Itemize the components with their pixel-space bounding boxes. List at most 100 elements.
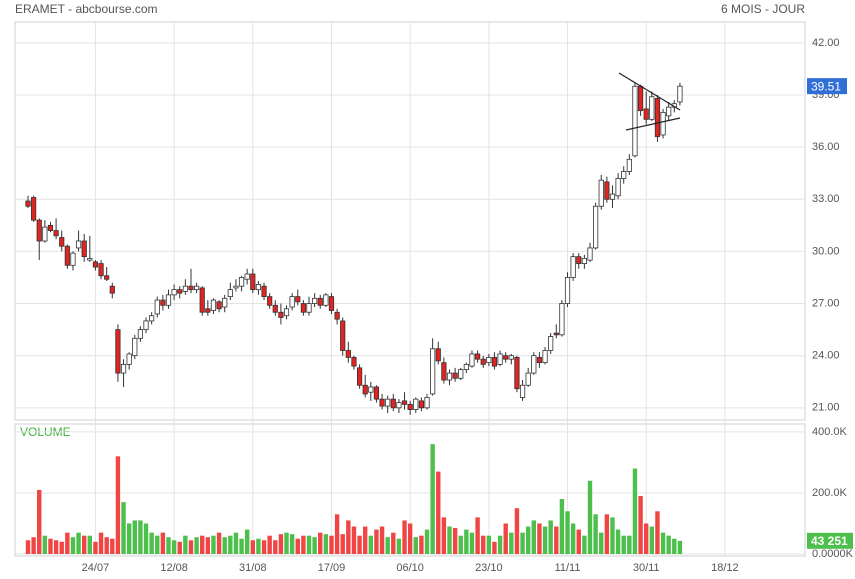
candle-body xyxy=(604,181,610,200)
volume-bar xyxy=(419,535,424,554)
volume-bar xyxy=(76,532,81,554)
x-tick-label: 24/07 xyxy=(82,562,110,574)
triangle-line xyxy=(625,117,681,131)
candle-body xyxy=(126,353,132,365)
candle-body xyxy=(53,230,59,237)
volume-bar xyxy=(222,537,227,554)
volume-bar xyxy=(228,535,233,554)
volume-bar xyxy=(121,502,126,554)
volume-bar xyxy=(379,526,385,554)
volume-bar xyxy=(273,540,278,554)
volume-bar xyxy=(166,537,171,554)
candle-body xyxy=(621,171,627,179)
volume-bar xyxy=(525,526,531,554)
volume-bar xyxy=(599,532,604,554)
volume-bar xyxy=(655,511,660,554)
candle-body xyxy=(553,332,559,336)
candle-body xyxy=(81,240,87,258)
candle-body xyxy=(154,299,160,315)
candle-body xyxy=(177,289,183,294)
candle-body xyxy=(109,285,115,294)
volume-bar xyxy=(542,526,548,554)
candle-body xyxy=(165,294,172,306)
volume-bar xyxy=(132,520,137,554)
candle-body xyxy=(306,303,312,313)
candle-body xyxy=(480,358,486,365)
chart-title: ERAMET - abcbourse.com xyxy=(15,2,158,16)
candle-body xyxy=(149,315,155,322)
y-tick-label: 200.0K xyxy=(812,487,848,499)
candle-body xyxy=(564,277,571,304)
y-tick-label: 33.00 xyxy=(812,193,840,205)
candle-body xyxy=(351,357,357,367)
volume-bar xyxy=(475,517,480,554)
volume-bar xyxy=(37,489,42,554)
x-tick-label: 06/10 xyxy=(396,562,424,574)
x-tick-label: 12/08 xyxy=(160,562,188,574)
candle-body xyxy=(581,257,587,264)
candle-body xyxy=(25,200,31,207)
candle-body xyxy=(452,372,458,379)
x-tick-label: 11/11 xyxy=(555,562,581,574)
volume-bar xyxy=(346,520,351,554)
volume-bar xyxy=(295,538,300,554)
volume-bar xyxy=(644,523,649,554)
candle-body xyxy=(637,85,644,112)
x-tick-label: 18/12 xyxy=(711,562,739,574)
volume-bar xyxy=(93,541,98,554)
volume-bar xyxy=(610,517,615,554)
volume-bar xyxy=(632,468,638,554)
candle-body xyxy=(75,240,82,249)
candle-body xyxy=(373,386,380,400)
volume-bar xyxy=(441,517,447,554)
volume-bar xyxy=(554,526,559,554)
candle-body xyxy=(385,398,391,407)
candle-body xyxy=(531,355,537,374)
y-tick-label: 36.00 xyxy=(812,141,840,153)
candle-body xyxy=(250,273,256,291)
volume-bar xyxy=(239,538,244,554)
candle-body xyxy=(525,372,531,386)
y-tick-label: 0.0000K xyxy=(812,548,854,560)
volume-bar xyxy=(301,535,306,554)
candle-body xyxy=(104,275,110,280)
candle-body xyxy=(486,357,492,364)
volume-bar xyxy=(548,520,553,554)
volume-bar xyxy=(284,532,289,554)
candle-body xyxy=(137,329,143,339)
volume-bar xyxy=(436,471,441,554)
marks xyxy=(15,22,805,556)
candle-body xyxy=(430,348,436,395)
candle-body xyxy=(59,237,65,247)
candle-body xyxy=(598,179,604,207)
volume-bar xyxy=(627,535,632,554)
volume-bar xyxy=(31,537,36,554)
volume-bar xyxy=(323,534,329,554)
candle-body xyxy=(609,193,616,200)
candle-body xyxy=(503,355,509,360)
volume-bar xyxy=(615,529,621,554)
candle-body xyxy=(160,299,166,306)
candle-body xyxy=(238,277,245,287)
candle-body xyxy=(491,357,498,367)
candle-body xyxy=(171,289,177,296)
volume-bar xyxy=(391,532,396,554)
candle-body xyxy=(312,297,318,304)
volume-bar xyxy=(368,535,374,554)
candle-body xyxy=(519,384,526,398)
candle-body xyxy=(570,256,576,278)
volume-tag xyxy=(807,532,853,549)
y-tick-label: 24.00 xyxy=(812,350,840,362)
volume-bar xyxy=(155,535,160,554)
volume-bar xyxy=(402,520,407,554)
candle-body xyxy=(435,348,441,362)
y-tick-label: 42.00 xyxy=(812,37,840,49)
volume-bar xyxy=(503,523,508,554)
volume-bar xyxy=(250,540,255,554)
candle-body xyxy=(497,353,503,365)
candle-body xyxy=(289,296,295,308)
volume-bar xyxy=(149,532,154,554)
volume-bar xyxy=(104,537,109,554)
candle-body xyxy=(182,285,188,292)
candle-body xyxy=(514,357,520,390)
